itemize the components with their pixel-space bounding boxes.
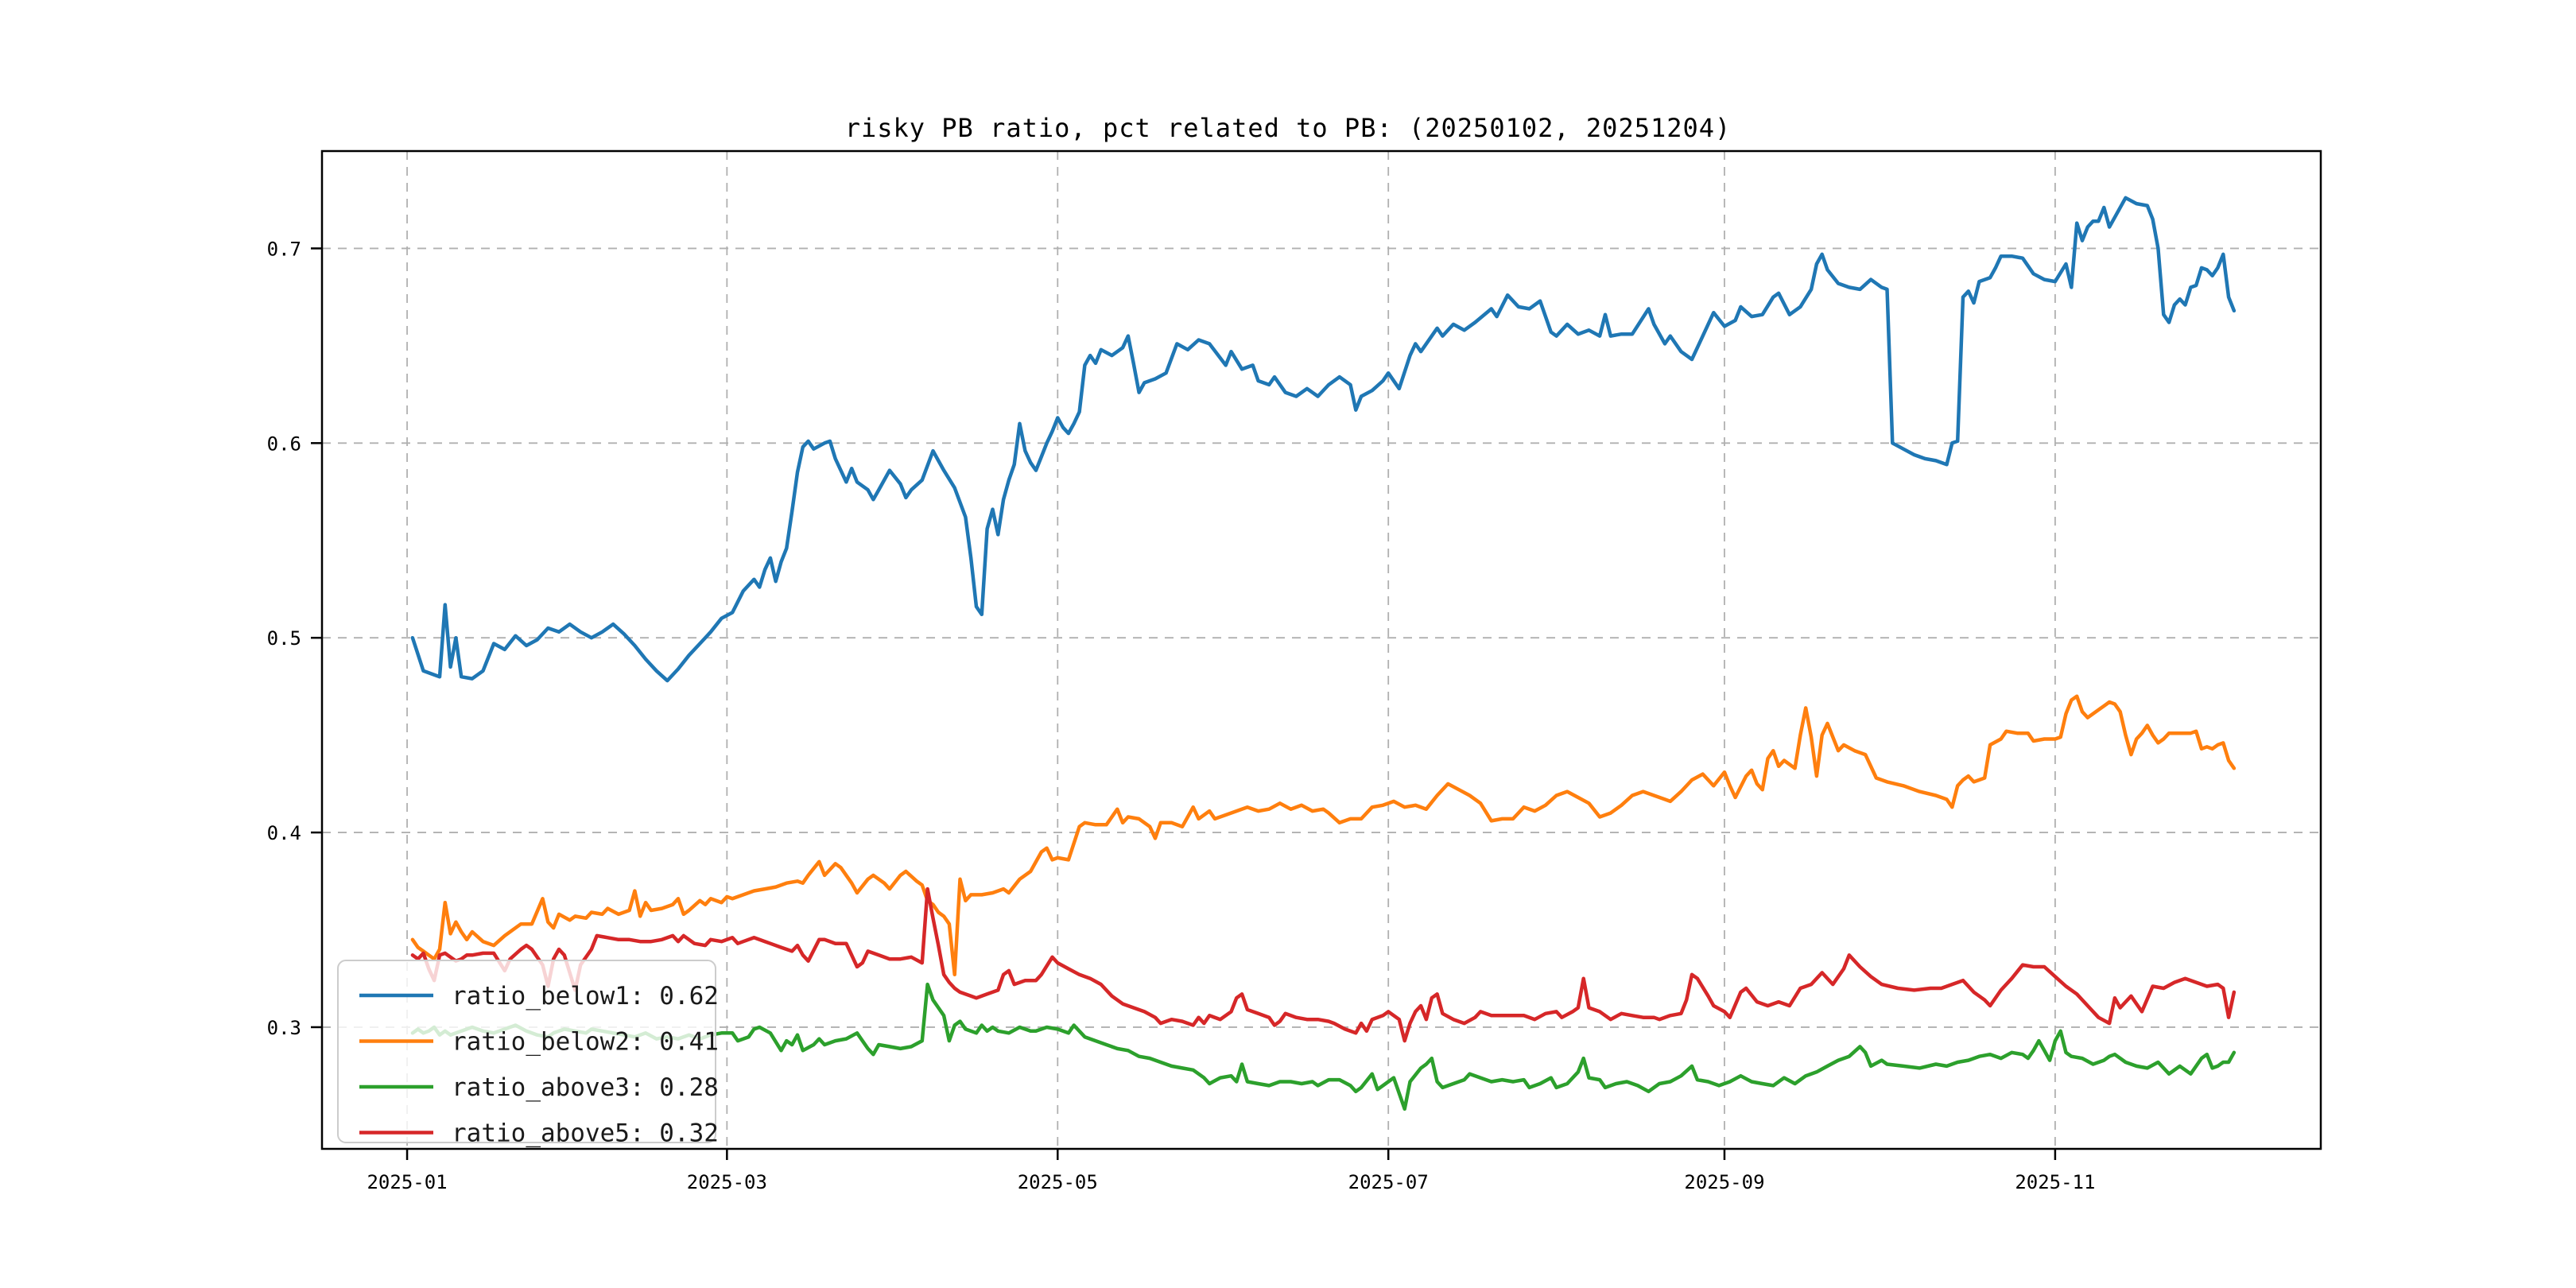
- x-tick-label: 2025-09: [1684, 1171, 1764, 1193]
- y-tick-label: 0.5: [267, 627, 301, 650]
- legend-label-ratio_below1: ratio_below1: 0.62: [452, 982, 719, 1011]
- series-line-ratio_above3: [410, 982, 2237, 1111]
- series-line-ratio_below2: [410, 694, 2237, 977]
- y-tick-label: 0.7: [267, 238, 301, 260]
- legend-box: [337, 960, 716, 1143]
- y-tick-label: 0.4: [267, 822, 301, 844]
- x-tick-label: 2025-01: [367, 1171, 447, 1193]
- x-tick-label: 2025-05: [1018, 1171, 1098, 1193]
- chart-title: risky PB ratio, pct related to PB: (2025…: [844, 113, 1732, 143]
- y-tick-label: 0.6: [267, 433, 301, 455]
- series-line-ratio_above5: [410, 886, 2237, 1043]
- legend-label-ratio_above3: ratio_above3: 0.28: [452, 1073, 719, 1102]
- legend-label-ratio_below2: ratio_below2: 0.41: [452, 1028, 719, 1057]
- x-tick-label: 2025-11: [2015, 1171, 2095, 1193]
- x-tick-label: 2025-07: [1348, 1171, 1429, 1193]
- series-line-ratio_below1: [410, 196, 2237, 683]
- legend-label-ratio_above5: ratio_above5: 0.32: [452, 1119, 719, 1148]
- plot-border: [320, 149, 2322, 1150]
- y-tick-label: 0.3: [267, 1017, 301, 1039]
- x-tick-label: 2025-03: [687, 1171, 767, 1193]
